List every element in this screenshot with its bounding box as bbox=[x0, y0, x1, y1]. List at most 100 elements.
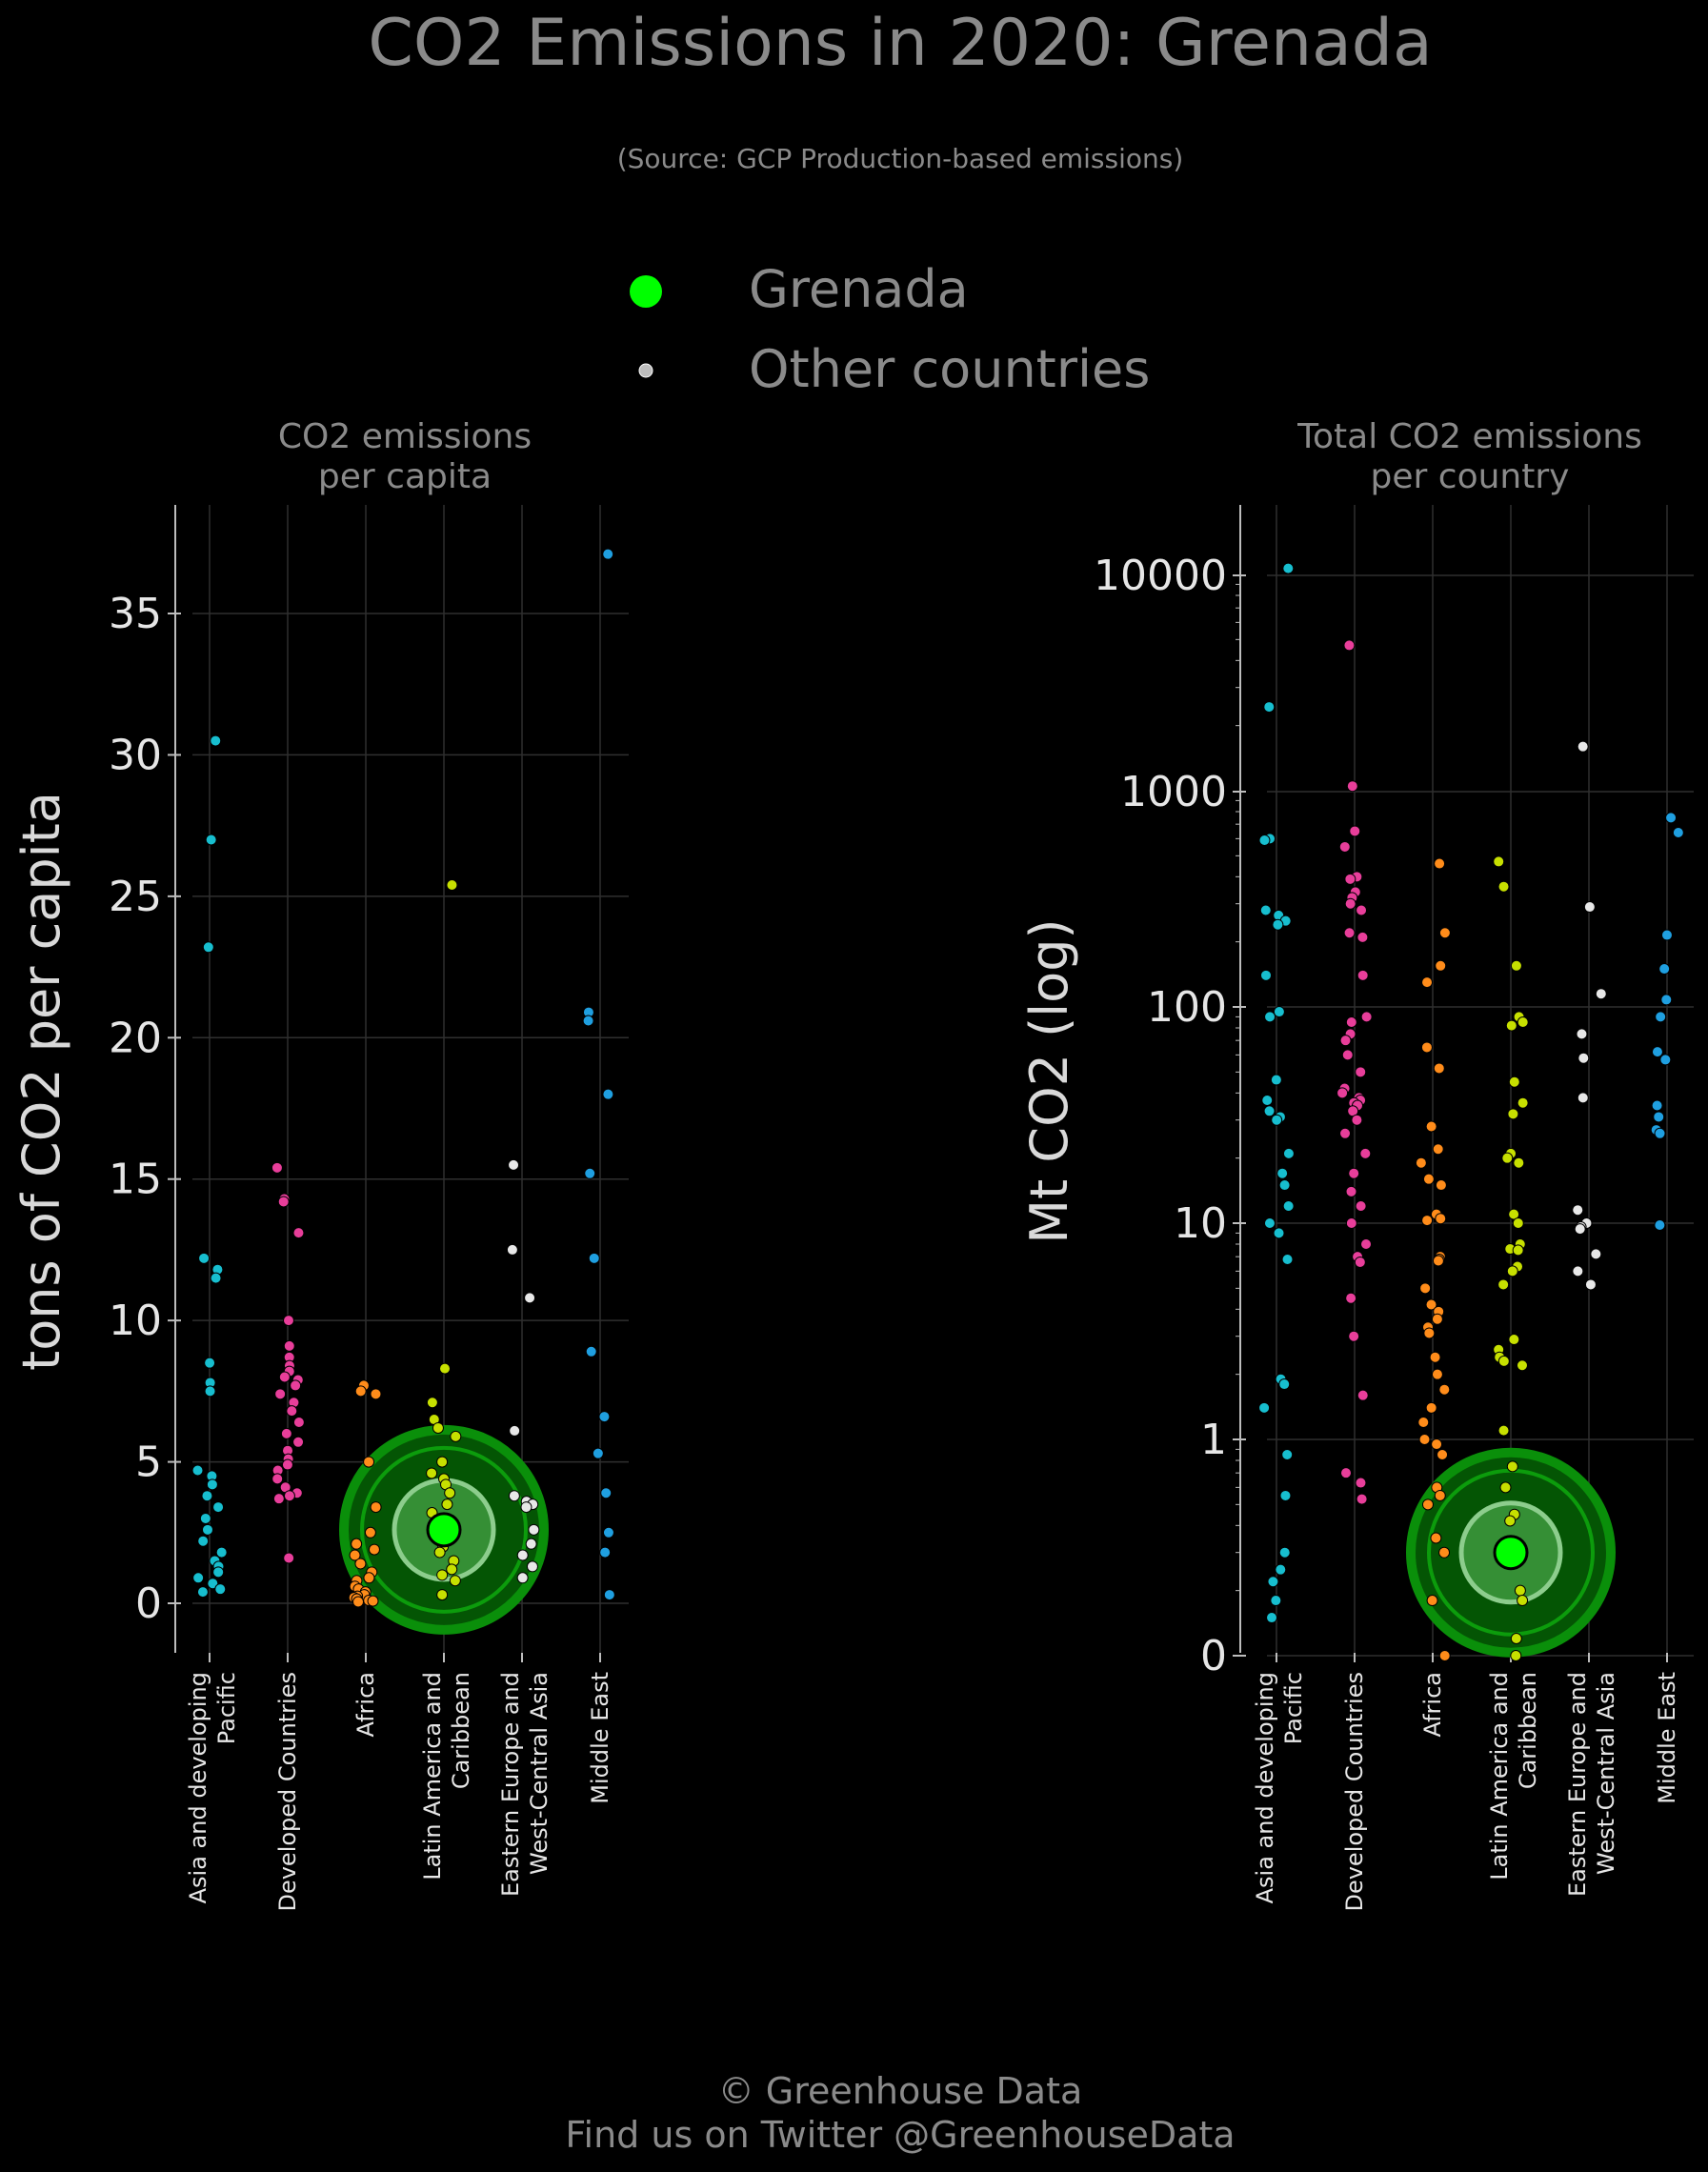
x-tick-label: Asia and developingPacific bbox=[185, 1672, 240, 1903]
point-africa bbox=[1425, 1401, 1437, 1414]
point-eastern-europe-and-west-central-asia bbox=[516, 1572, 529, 1584]
point-latin-america-and-caribbean bbox=[1517, 1016, 1529, 1029]
point-asia-and-developing-pacific bbox=[1278, 1546, 1291, 1559]
point-asia-and-developing-pacific bbox=[204, 1357, 216, 1369]
point-developed-countries bbox=[1360, 1011, 1373, 1023]
point-africa bbox=[349, 1549, 361, 1561]
point-africa bbox=[1434, 1489, 1446, 1501]
footer-twitter: Find us on Twitter @GreenhouseData bbox=[565, 2114, 1235, 2156]
point-asia-and-developing-pacific bbox=[215, 1546, 228, 1559]
point-middle-east bbox=[1658, 963, 1671, 975]
point-developed-countries bbox=[1339, 1127, 1352, 1139]
point-eastern-europe-and-west-central-asia bbox=[1572, 1204, 1584, 1217]
point-africa bbox=[1431, 1313, 1443, 1325]
y-tick-label: 10000 bbox=[1094, 552, 1227, 600]
point-asia-and-developing-pacific bbox=[1281, 1254, 1294, 1266]
y-tick-label: 30 bbox=[109, 731, 162, 779]
point-asia-and-developing-pacific bbox=[1264, 1011, 1276, 1023]
point-eastern-europe-and-west-central-asia bbox=[509, 1424, 521, 1437]
point-latin-america-and-caribbean bbox=[1508, 1334, 1520, 1346]
point-asia-and-developing-pacific bbox=[201, 1490, 213, 1502]
point-africa bbox=[1420, 1041, 1433, 1054]
point-africa bbox=[364, 1526, 376, 1538]
x-tick-label: Eastern Europe andWest-Central Asia bbox=[497, 1672, 553, 1897]
point-eastern-europe-and-west-central-asia bbox=[1574, 1223, 1586, 1236]
point-africa bbox=[363, 1456, 375, 1468]
point-latin-america-and-caribbean bbox=[426, 1467, 438, 1479]
point-latin-america-and-caribbean bbox=[1506, 1460, 1518, 1473]
point-eastern-europe-and-west-central-asia bbox=[528, 1523, 540, 1536]
point-asia-and-developing-pacific bbox=[205, 834, 217, 846]
point-africa bbox=[1431, 1438, 1443, 1451]
point-latin-america-and-caribbean bbox=[444, 1487, 456, 1499]
point-middle-east bbox=[1653, 1111, 1665, 1123]
point-eastern-europe-and-west-central-asia bbox=[524, 1292, 536, 1304]
x-tick-label: Middle East bbox=[587, 1672, 613, 1804]
point-middle-east bbox=[592, 1447, 604, 1459]
point-africa bbox=[1437, 1449, 1449, 1461]
point-middle-east bbox=[588, 1252, 600, 1264]
point-africa bbox=[1430, 1532, 1442, 1544]
point-developed-countries bbox=[1348, 1167, 1360, 1179]
point-asia-and-developing-pacific bbox=[1282, 562, 1295, 574]
point-developed-countries bbox=[271, 1161, 283, 1174]
y-tick-label: 5 bbox=[135, 1438, 162, 1487]
point-developed-countries bbox=[1356, 931, 1369, 943]
point-asia-and-developing-pacific bbox=[199, 1512, 211, 1524]
point-latin-america-and-caribbean bbox=[1510, 959, 1522, 972]
panel-title: per country bbox=[1371, 457, 1570, 496]
point-asia-and-developing-pacific bbox=[1273, 1006, 1285, 1018]
y-tick-label: 0 bbox=[1200, 1632, 1227, 1680]
point-africa bbox=[1417, 1417, 1430, 1429]
point-latin-america-and-caribbean bbox=[1512, 1244, 1524, 1257]
point-asia-and-developing-pacific bbox=[1275, 1563, 1287, 1576]
point-middle-east bbox=[1665, 812, 1678, 824]
x-tick-label: Latin America andCaribbean bbox=[419, 1672, 474, 1880]
point-latin-america-and-caribbean bbox=[436, 1589, 449, 1601]
point-developed-countries bbox=[1344, 873, 1356, 885]
point-latin-america-and-caribbean bbox=[446, 878, 458, 891]
legend-label-grenada: Grenada bbox=[749, 259, 969, 319]
point-developed-countries bbox=[1356, 969, 1369, 981]
point-developed-countries bbox=[1339, 1467, 1352, 1479]
point-asia-and-developing-pacific bbox=[1259, 969, 1272, 981]
point-africa bbox=[1423, 1327, 1436, 1339]
point-latin-america-and-caribbean bbox=[1504, 1515, 1517, 1527]
x-tick-label: Developed Countries bbox=[1341, 1672, 1368, 1912]
point-developed-countries bbox=[1348, 1330, 1360, 1342]
point-asia-and-developing-pacific bbox=[204, 1385, 216, 1398]
point-asia-and-developing-pacific bbox=[210, 734, 222, 747]
point-asia-and-developing-pacific bbox=[1278, 1378, 1291, 1391]
point-africa bbox=[1421, 1498, 1434, 1511]
point-middle-east bbox=[1654, 1218, 1666, 1231]
point-africa bbox=[1431, 1368, 1443, 1380]
point-middle-east bbox=[1659, 1054, 1672, 1066]
point-latin-america-and-caribbean bbox=[1517, 1096, 1529, 1109]
point-africa bbox=[1425, 1298, 1437, 1311]
point-latin-america-and-caribbean bbox=[1506, 1265, 1518, 1277]
point-eastern-europe-and-west-central-asia bbox=[516, 1549, 529, 1561]
point-africa bbox=[1438, 927, 1451, 939]
point-africa bbox=[1434, 857, 1446, 870]
point-asia-and-developing-pacific bbox=[1267, 1576, 1279, 1588]
point-latin-america-and-caribbean bbox=[436, 1569, 449, 1581]
footer-copyright: © Greenhouse Data bbox=[718, 2070, 1083, 2112]
point-latin-america-and-caribbean bbox=[1497, 880, 1510, 893]
point-africa bbox=[370, 1501, 382, 1514]
point-developed-countries bbox=[1343, 639, 1356, 652]
point-asia-and-developing-pacific bbox=[191, 1464, 204, 1477]
y-tick-label: 0 bbox=[135, 1579, 162, 1628]
point-developed-countries bbox=[1355, 1066, 1367, 1078]
point-middle-east bbox=[598, 1411, 611, 1423]
point-africa bbox=[1429, 1351, 1441, 1363]
y-tick-label: 15 bbox=[109, 1156, 162, 1204]
point-eastern-europe-and-west-central-asia bbox=[1576, 1028, 1588, 1040]
point-asia-and-developing-pacific bbox=[1263, 1105, 1276, 1117]
point-asia-and-developing-pacific bbox=[1270, 1595, 1282, 1607]
point-developed-countries bbox=[1343, 927, 1356, 939]
x-tick-label: Asia and developingPacific bbox=[1252, 1672, 1307, 1903]
point-middle-east bbox=[602, 1088, 614, 1100]
point-africa bbox=[1422, 1173, 1435, 1185]
y-tick-label: 100 bbox=[1147, 983, 1227, 1032]
